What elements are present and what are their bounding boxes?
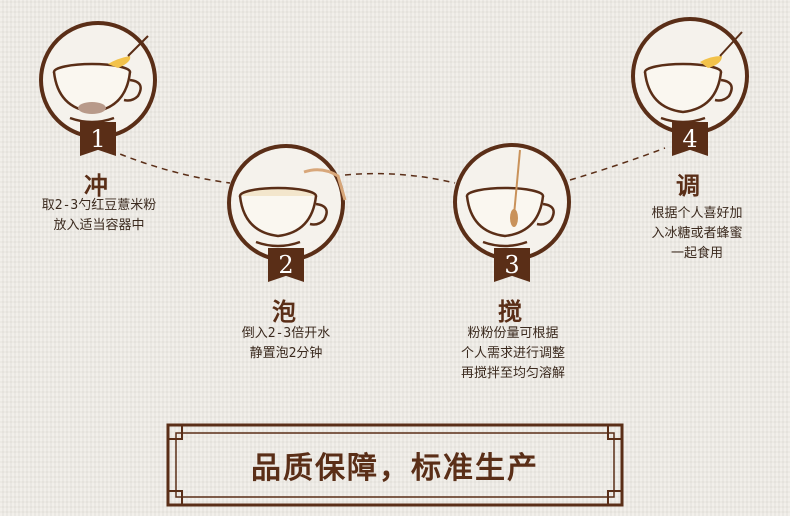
step-3-description: 粉粉份量可根据 个人需求进行调整 再搅拌至均匀溶解 <box>460 326 565 381</box>
step-2-illustration <box>227 144 347 262</box>
step-4-illustration <box>631 17 749 135</box>
step-1-badge: 1 <box>80 122 116 156</box>
step-4-description: 根据个人喜好加 入冰糖或者蜂蜜 一起食用 <box>651 206 743 261</box>
dashed-connector <box>109 147 666 184</box>
step-1-title: 冲 <box>84 172 108 200</box>
step-1-illustration <box>39 21 157 139</box>
step-4-title: 调 <box>676 172 700 200</box>
step-3-illustration <box>453 143 571 261</box>
slogan-text: 品质保障，标准生产 <box>251 451 539 486</box>
step-3-title: 搅 <box>498 298 522 326</box>
slogan-frame <box>166 423 624 507</box>
step-1-description: 取2-3勺红豆薏米粉 放入适当容器中 <box>41 198 157 233</box>
step-2-description: 倒入2-3倍开水 静置泡2分钟 <box>241 326 331 361</box>
step-2-badge: 2 <box>268 248 304 282</box>
slogan-banner: 品质保障，标准生产 <box>168 425 622 505</box>
step-2-title: 泡 <box>272 298 296 326</box>
